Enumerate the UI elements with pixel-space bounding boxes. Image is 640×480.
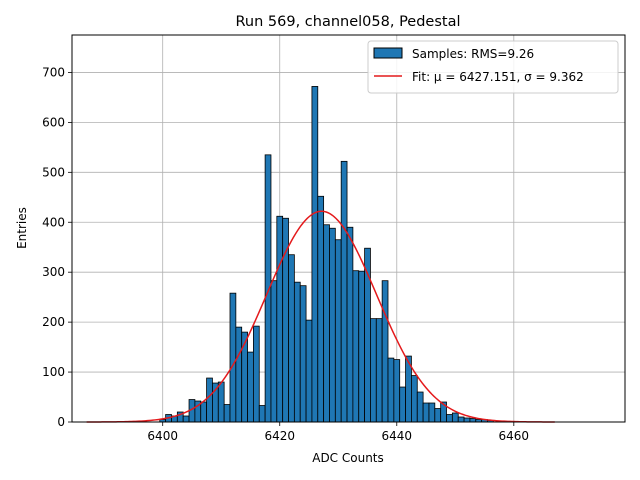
histogram-bar [387,357,395,423]
fit-curve [86,210,555,423]
histogram-bar [370,318,377,423]
histogram-bar [463,417,471,423]
legend-swatch-samples [373,47,403,59]
plot-frame [71,34,626,423]
histogram-bar [305,319,313,423]
histogram-bar [393,359,401,423]
histogram-bar [399,386,406,423]
histogram-bar [457,416,465,423]
histogram-bar [223,404,231,423]
histogram-bar [311,86,319,423]
y-tick-label: 100 [42,365,65,379]
y-tick-label: 0 [57,415,65,429]
histogram-bar [317,195,325,423]
histogram-bar [229,292,237,423]
histogram-bar [334,239,342,423]
y-tick-label: 200 [42,315,65,329]
histogram-bar [288,254,295,423]
y-tick-label: 500 [42,165,65,179]
histogram-bar [381,280,389,423]
legend-label-fit: Fit: μ = 6427.151, σ = 9.362 [412,70,584,84]
histogram-bar [340,160,348,423]
histogram-bar [346,226,354,423]
legend: Samples: RMS=9.26 Fit: μ = 6427.151, σ =… [367,40,619,94]
histogram-bar [258,405,266,423]
histogram-bar [293,281,301,423]
histogram-bar [446,414,453,423]
x-tick-label: 6440 [382,429,413,443]
histogram-bar [469,418,477,423]
histogram-bar [323,224,330,423]
histogram-bar [422,402,430,423]
histogram-bar [206,377,213,423]
histogram-bar [358,270,365,423]
x-tick-label: 6420 [264,429,295,443]
histogram-bar [375,318,383,423]
histogram-bar [451,412,459,423]
histogram-bar [329,227,336,423]
histogram-bar [241,331,248,423]
chart-title: Run 569, channel058, Pedestal [235,14,460,30]
x-tick-label: 6400 [147,429,178,443]
y-tick-label: 600 [42,115,65,129]
histogram-bar [247,351,254,423]
histogram-bar [235,326,243,423]
y-tick-label: 700 [42,65,65,79]
histogram-bar [253,325,260,423]
histogram-bar [182,415,190,423]
histogram-bar [217,381,225,423]
y-axis-title: Entries [15,207,29,249]
axis-ticks: 6400 6420 6440 6460 0 100 200 300 400 500 600 700 [42,65,529,443]
histogram-bar [276,215,284,423]
x-axis-title: ADC Counts [312,451,384,465]
histogram-bar [200,401,207,423]
histogram-bar [411,375,418,423]
y-tick-label: 400 [42,215,65,229]
histogram-bar [434,408,442,423]
histogram-bar [416,391,424,423]
histogram-bar [352,270,360,423]
histogram-bar [270,280,278,423]
histogram-bar [299,285,307,423]
x-tick-label: 6460 [499,429,530,443]
legend-frame [367,40,619,94]
histogram-bars [159,86,494,423]
legend-label-samples: Samples: RMS=9.26 [412,47,534,61]
histogram-bar [428,402,436,423]
y-tick-label: 300 [42,265,65,279]
